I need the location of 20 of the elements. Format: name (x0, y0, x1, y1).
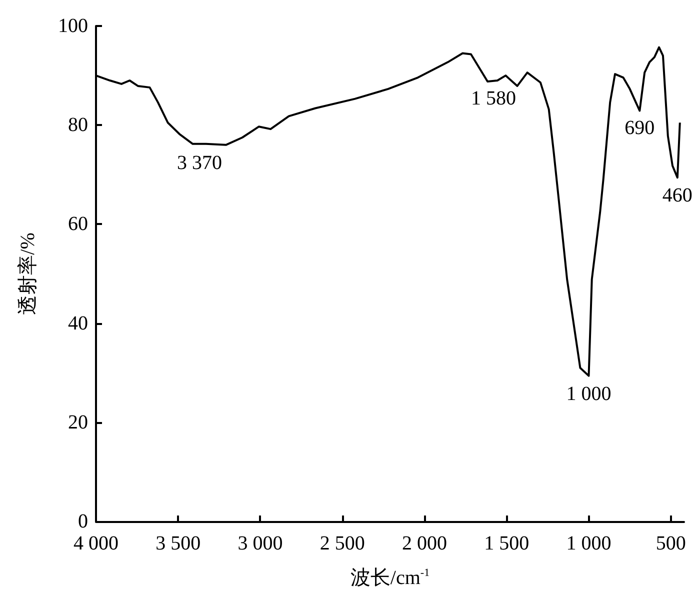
x-tick-label: 4 000 (74, 532, 118, 554)
x-tick-label: 2 000 (402, 532, 447, 554)
annotation: 690 (624, 117, 655, 140)
y-tick-label: 20 (68, 411, 88, 434)
y-axis-title: 透射率/% (17, 232, 39, 315)
y-tick-label: 60 (68, 213, 88, 236)
x-tick-label: 1 000 (566, 532, 612, 554)
y-tick-label: 80 (68, 114, 88, 136)
y-tick-label: 0 (78, 510, 88, 532)
annotation: 3 370 (176, 152, 222, 174)
x-tick-label: 2 500 (320, 532, 365, 554)
y-tick-label: 40 (68, 312, 88, 334)
annotation: 1 580 (470, 88, 516, 110)
x-tick-label: 500 (656, 532, 686, 554)
y-tick-label: 100 (58, 15, 88, 37)
x-tick-label: 3 500 (156, 532, 201, 554)
annotation: 1 000 (566, 382, 612, 405)
x-tick-label: 3 000 (238, 532, 283, 554)
x-tick-label: 1 500 (484, 532, 530, 554)
annotation: 460 (662, 184, 692, 207)
